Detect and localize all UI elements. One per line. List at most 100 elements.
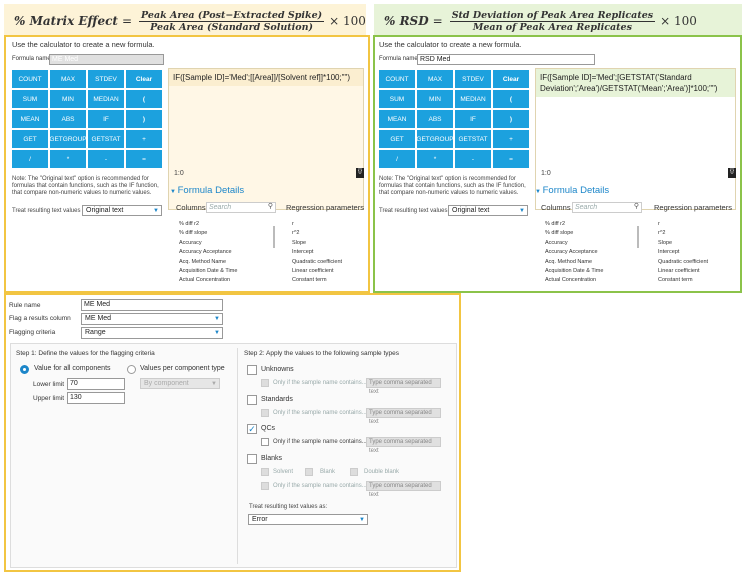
calc-button[interactable]: + (493, 130, 529, 148)
qcs-checkbox-checked[interactable]: ✓ (247, 424, 257, 434)
treat-select[interactable]: Original text ▼ (448, 205, 528, 216)
unknowns-checkbox[interactable] (247, 365, 257, 375)
calc-button[interactable]: COUNT (12, 70, 48, 88)
calc-button[interactable]: + (126, 130, 162, 148)
column-item[interactable]: % diff r2 (179, 221, 200, 227)
calc-button[interactable]: * (417, 150, 453, 168)
standards-checkbox[interactable] (247, 395, 257, 405)
calc-button[interactable]: MEAN (12, 110, 48, 128)
solvent-checkbox[interactable] (261, 468, 269, 476)
calc-button[interactable]: Clear (493, 70, 529, 88)
column-item[interactable]: % diff r2 (545, 221, 566, 227)
rule-name-input[interactable]: ME Med (81, 299, 223, 311)
calc-button[interactable]: MAX (50, 70, 86, 88)
calc-button[interactable]: MAX (417, 70, 453, 88)
unknowns-only-if-checkbox[interactable] (261, 379, 269, 387)
formula-details-header[interactable]: ▼ Formula Details (535, 185, 609, 196)
calc-button[interactable]: MIN (50, 90, 86, 108)
braces-icon[interactable]: {} (728, 168, 736, 178)
unknowns-text-input[interactable]: Type comma separated text (366, 378, 441, 395)
qcs-only-if-checkbox[interactable] (261, 438, 269, 446)
search-input[interactable]: Search ⚲ (206, 202, 276, 213)
calc-button[interactable]: ( (493, 90, 529, 108)
value-all-radio[interactable] (20, 365, 29, 374)
column-item[interactable]: Accuracy (179, 239, 202, 246)
regression-item[interactable]: r^2 (658, 230, 666, 237)
formula-details-header[interactable]: ▼ Formula Details (170, 185, 244, 196)
regression-item[interactable]: Slope (658, 239, 673, 246)
regression-item[interactable]: Intercept (658, 249, 680, 256)
column-item[interactable]: Acquisition Date & Time (545, 267, 604, 274)
calc-button[interactable]: IF (88, 110, 124, 128)
calc-button[interactable]: / (12, 150, 48, 168)
calc-button[interactable]: ABS (50, 110, 86, 128)
calc-button[interactable]: Clear (126, 70, 162, 88)
search-input[interactable]: Search ⚲ (572, 202, 642, 213)
formula-editor[interactable]: IF([Sample ID]='Med';[GETSTAT('Standard … (535, 68, 736, 210)
calc-button[interactable]: ( (126, 90, 162, 108)
regression-item[interactable]: Intercept (292, 249, 314, 256)
by-component-select[interactable]: By component ▼ (140, 378, 220, 389)
column-item[interactable]: Acquisition Date & Time (179, 267, 238, 274)
calc-button[interactable]: MEDIAN (88, 90, 124, 108)
calc-button[interactable]: GETGROUP (416, 130, 454, 148)
calc-button[interactable]: ABS (417, 110, 453, 128)
blank-checkbox[interactable] (305, 468, 313, 476)
value-per-radio[interactable] (127, 365, 136, 374)
regression-item[interactable]: Quadratic coefficient (292, 258, 343, 265)
calc-button[interactable]: IF (455, 110, 491, 128)
calc-button[interactable]: COUNT (379, 70, 415, 88)
regression-item[interactable]: r^2 (292, 230, 300, 237)
column-item[interactable]: Accuracy Acceptance (179, 249, 232, 256)
calc-button[interactable]: GET (379, 130, 415, 148)
regression-item[interactable]: r (292, 221, 294, 227)
regression-item[interactable]: r (658, 221, 660, 227)
column-item[interactable]: Actual Concentration (545, 277, 597, 284)
regression-item[interactable]: Constant term (292, 277, 327, 284)
calc-button[interactable]: SUM (379, 90, 415, 108)
criteria-select[interactable]: Range ▼ (81, 327, 223, 339)
calc-button[interactable]: GETSTAT (455, 130, 491, 148)
formula-name-input[interactable]: RSD Med (417, 54, 595, 65)
column-item[interactable]: Accuracy Acceptance (545, 249, 598, 256)
column-item[interactable]: Acq. Method Name (545, 258, 593, 265)
qcs-text-input[interactable]: Type comma separated text (366, 437, 441, 454)
double-blank-checkbox[interactable] (350, 468, 358, 476)
calc-button[interactable]: MIN (417, 90, 453, 108)
column-item[interactable]: Actual Concentration (179, 277, 231, 284)
regression-item[interactable]: Slope (292, 239, 307, 246)
calc-button[interactable]: / (379, 150, 415, 168)
column-item[interactable]: % diff slope (179, 230, 208, 237)
column-item[interactable]: Accuracy (545, 239, 568, 246)
treat-select[interactable]: Original text ▼ (82, 205, 162, 216)
calc-button[interactable]: ) (493, 110, 529, 128)
calc-button[interactable]: STDEV (455, 70, 491, 88)
blanks-checkbox[interactable] (247, 454, 257, 464)
flag-column-select[interactable]: ME Med ▼ (81, 313, 223, 325)
calc-button[interactable]: = (493, 150, 529, 168)
calc-button[interactable]: GET (12, 130, 48, 148)
regression-item[interactable]: Quadratic coefficient (658, 258, 709, 265)
upper-limit-input[interactable]: 130 (67, 392, 125, 404)
formula-name-input[interactable]: ME Med (49, 54, 164, 65)
calc-button[interactable]: MEAN (379, 110, 415, 128)
formula-editor[interactable]: IF([Sample ID]='Med';[[Area]]/[Solvent r… (168, 68, 364, 210)
columns-scrollbar[interactable] (637, 226, 639, 248)
regression-item[interactable]: Constant term (658, 277, 693, 284)
regression-item[interactable]: Linear coefficient (292, 267, 334, 274)
calc-button[interactable]: MEDIAN (455, 90, 491, 108)
calc-button[interactable]: STDEV (88, 70, 124, 88)
blanks-only-if-checkbox[interactable] (261, 482, 269, 490)
calc-button[interactable]: - (88, 150, 124, 168)
calc-button[interactable]: GETGROUP (49, 130, 87, 148)
column-item[interactable]: % diff slope (545, 230, 574, 237)
rule-treat-select[interactable]: Error ▼ (248, 514, 368, 525)
lower-limit-input[interactable]: 70 (67, 378, 125, 390)
calc-button[interactable]: GETSTAT (88, 130, 124, 148)
standards-text-input[interactable]: Type comma separated text (366, 408, 441, 425)
calc-button[interactable]: * (50, 150, 86, 168)
column-item[interactable]: Acq. Method Name (179, 258, 227, 265)
blanks-text-input[interactable]: Type comma separated text (366, 481, 441, 498)
standards-only-if-checkbox[interactable] (261, 409, 269, 417)
calc-button[interactable]: - (455, 150, 491, 168)
